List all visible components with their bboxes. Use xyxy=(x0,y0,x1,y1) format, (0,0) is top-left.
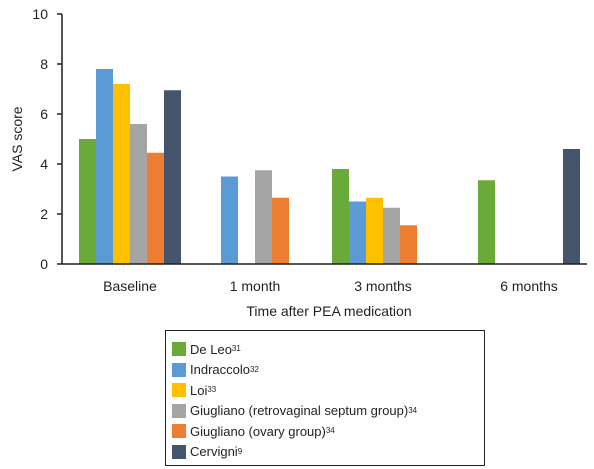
y-ticks-group: 0 2 4 6 8 10 xyxy=(32,6,62,272)
legend-item-0: De Leo 31 xyxy=(172,339,484,360)
legend-label-0: De Leo xyxy=(190,341,232,357)
y-axis-title: VAS score xyxy=(9,106,25,171)
bar-0-2 xyxy=(113,84,130,264)
bar-2-4 xyxy=(400,225,417,264)
legend-swatch-0 xyxy=(172,342,186,357)
legend-swatch-1 xyxy=(172,362,186,377)
bar-2-0 xyxy=(332,169,349,264)
legend-swatch-3 xyxy=(172,403,186,418)
bar-0-5 xyxy=(164,90,181,264)
legend-label-3: Giugliano (retrovaginal septum group) xyxy=(190,403,409,419)
bars-group xyxy=(79,69,580,264)
bar-1-1 xyxy=(221,176,238,264)
bar-0-1 xyxy=(96,69,113,264)
x-tick-label-3: 6 months xyxy=(500,278,558,294)
bar-3-5 xyxy=(563,149,580,264)
bar-0-3 xyxy=(130,124,147,264)
legend-label-2: Loi xyxy=(190,382,208,398)
y-tick-label-4: 8 xyxy=(40,56,48,72)
x-tick-label-1: 1 month xyxy=(230,278,281,294)
y-tick-label-5: 10 xyxy=(32,6,48,22)
bar-1-3 xyxy=(255,170,272,264)
legend-item-1: Indraccolo 32 xyxy=(172,360,484,381)
x-tick-label-0: Baseline xyxy=(103,278,157,294)
legend-swatch-5 xyxy=(172,444,186,459)
bar-1-4 xyxy=(272,197,289,264)
y-tick-label-0: 0 xyxy=(40,256,48,272)
bar-2-3 xyxy=(383,207,400,264)
legend-swatch-4 xyxy=(172,424,186,439)
legend-label-1: Indraccolo xyxy=(190,362,250,378)
x-ticks-group: Baseline 1 month 3 months 6 months xyxy=(103,278,558,294)
bar-2-2 xyxy=(366,197,383,264)
legend-item-4: Giugliano (ovary group) 34 xyxy=(172,421,484,442)
y-tick-label-1: 2 xyxy=(40,206,48,222)
legend-swatch-2 xyxy=(172,383,186,398)
legend-item-2: Loi 33 xyxy=(172,380,484,401)
bar-2-1 xyxy=(349,201,366,264)
bar-0-4 xyxy=(147,152,164,264)
legend: De Leo 31 Indraccolo 32 Loi 33 Giugliano (retr… xyxy=(165,330,485,466)
legend-label-5: Cervigni xyxy=(190,444,238,460)
bar-0-0 xyxy=(79,139,96,264)
legend-item-5: Cervigni 9 xyxy=(172,442,484,463)
x-tick-label-2: 3 months xyxy=(354,278,412,294)
y-tick-label-3: 6 xyxy=(40,106,48,122)
legend-label-4: Giugliano (ovary group) xyxy=(190,423,326,439)
legend-item-3: Giugliano (retrovaginal septum group) 34 xyxy=(172,401,484,422)
x-axis-title: Time after PEA medication xyxy=(246,303,411,319)
bar-3-0 xyxy=(478,180,495,264)
y-tick-label-2: 4 xyxy=(40,156,48,172)
